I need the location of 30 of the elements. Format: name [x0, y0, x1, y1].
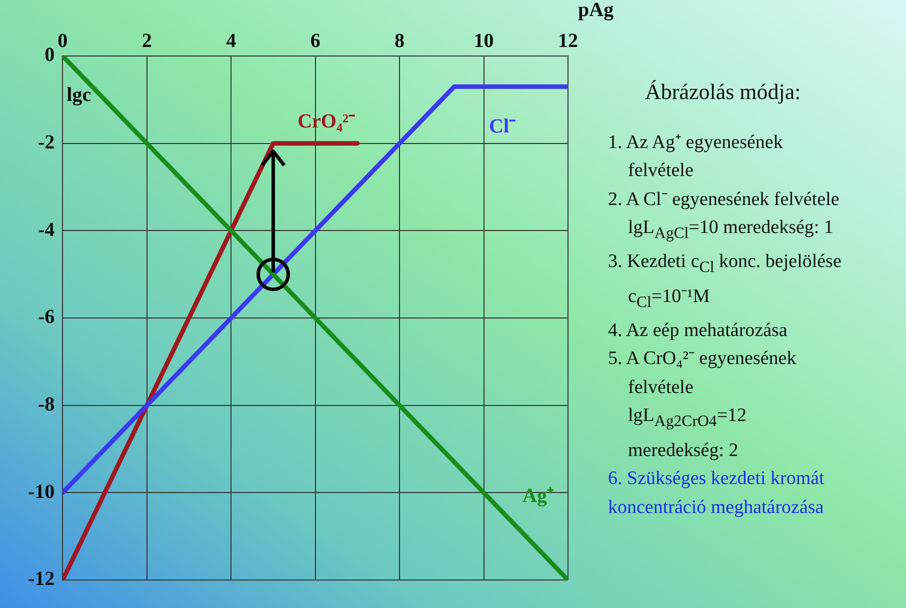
y-tick-label: -10: [28, 480, 55, 503]
y-tick-label: 0: [44, 44, 55, 66]
text: Ábrázolás módja:: [644, 78, 802, 106]
text: meredekség: 2: [627, 438, 740, 463]
text: 5. A CrO₄²⁻ egyenesének: [607, 347, 798, 372]
y-tick-label: -8: [38, 394, 55, 416]
x-tick-label: 4: [226, 30, 236, 52]
y-tick-label: -4: [38, 218, 55, 241]
text: 6. Szükséges kezdeti kromát: [607, 467, 826, 492]
text: lgL$_{AgCl}$=10 meredekség: 1: [627, 216, 834, 244]
y-tick-label: -2: [38, 132, 55, 154]
x-tick-label: 2: [142, 30, 152, 52]
text: 2. A Cl⁻ egyenesének felvétele: [607, 188, 840, 212]
x-tick-label: 6: [310, 30, 320, 52]
text: 3. Kezdeti c$_{Cl}$ konc. bejelölése: [607, 250, 842, 278]
x-tick-label: 12: [558, 30, 578, 52]
x-axis-title: pAg: [578, 0, 614, 21]
y-axis-title: lgc: [66, 84, 92, 106]
text: koncentráció meghatározása: [607, 496, 825, 520]
text: lgL$_{Ag2CrO4}$=12: [627, 404, 748, 432]
x-tick-label: 8: [394, 30, 405, 52]
y-tick-label: -12: [28, 568, 55, 590]
text: felvétele: [627, 376, 694, 400]
series-label: Cl⁻: [489, 116, 516, 138]
text: 4. Az eép mehatározása: [607, 318, 788, 343]
x-tick-label: 10: [474, 30, 494, 52]
text: felvétele: [627, 159, 694, 183]
text: c$_{Cl}$=10⁻¹M: [627, 284, 711, 312]
y-tick-label: -6: [38, 306, 55, 328]
text: 1. Az Ag⁺ egyenesének: [607, 130, 784, 154]
